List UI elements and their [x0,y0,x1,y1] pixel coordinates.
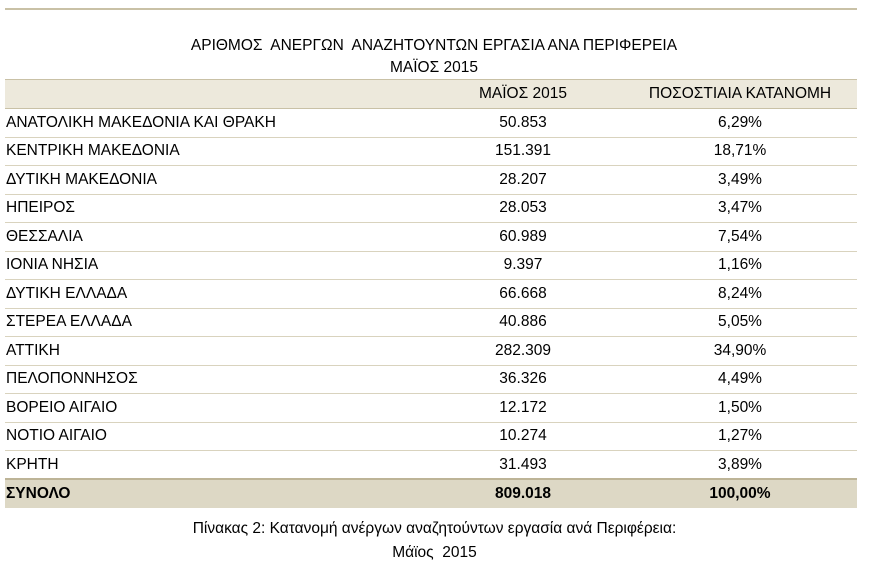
table-row: ΒΟΡΕΙΟ ΑΙΓΑΙΟ 12.172 1,50% [5,393,857,423]
percentage-value: 18,71% [623,137,857,166]
region-name: ΔΥΤΙΚΗ ΜΑΚΕΔΟΝΙΑ [5,165,423,195]
percentage-value: 1,27% [623,422,857,451]
may-2015-value: 12.172 [423,393,623,423]
may-2015-value: 66.668 [423,279,623,309]
percentage-value: 34,90% [623,336,857,366]
region-name: ΚΕΝΤΡΙΚΗ ΜΑΚΕΔΟΝΙΑ [5,137,423,166]
header-region [5,79,423,109]
table-row: ΚΕΝΤΡΙΚΗ ΜΑΚΕΔΟΝΙΑ 151.391 18,71% [5,137,857,166]
table-row: ΑΝΑΤΟΛΙΚΗ ΜΑΚΕΔΟΝΙΑ ΚΑΙ ΘΡΑΚΗ 50.853 6,29% [5,108,857,138]
region-name: ΝΟΤΙΟ ΑΙΓΑΙΟ [5,422,423,451]
may-2015-value: 28.207 [423,165,623,195]
percentage-value: 5,05% [623,308,857,337]
percentage-value: 7,54% [623,222,857,252]
region-name: ΙΟΝΙΑ ΝΗΣΙΑ [5,251,423,280]
percentage-value: 1,50% [623,393,857,423]
unemployment-table-block: ΑΡΙΘΜΟΣ ΑΝΕΡΓΩΝ ΑΝΑΖΗΤΟΥΝΤΩΝ ΕΡΓΑΣΙΑ ΑΝΑ… [5,8,857,508]
table-caption: Πίνακας 2: Κατανομή ανέργων αναζητούντων… [0,517,869,565]
region-name: ΗΠΕΙΡΟΣ [5,194,423,223]
table-row: ΚΡΗΤΗ 31.493 3,89% [5,450,857,480]
percentage-value: 3,47% [623,194,857,223]
region-name: ΠΕΛΟΠΟΝΝΗΣΟΣ [5,365,423,394]
region-name: ΚΡΗΤΗ [5,450,423,480]
region-name: ΑΝΑΤΟΛΙΚΗ ΜΑΚΕΔΟΝΙΑ ΚΑΙ ΘΡΑΚΗ [5,108,423,138]
table-row: ΔΥΤΙΚΗ ΕΛΛΑΔΑ 66.668 8,24% [5,279,857,309]
table-row: ΔΥΤΙΚΗ ΜΑΚΕΔΟΝΙΑ 28.207 3,49% [5,165,857,195]
unemployment-table: ΜΑΪΟΣ 2015 ΠΟΣΟΣΤΙΑΙΑ ΚΑΤΑΝΟΜΗ ΑΝΑΤΟΛΙΚΗ… [5,79,857,508]
total-label: ΣΥΝΟΛΟ [5,478,423,508]
region-name: ΔΥΤΙΚΗ ΕΛΛΑΔΑ [5,279,423,309]
table-row: ΗΠΕΙΡΟΣ 28.053 3,47% [5,194,857,223]
may-2015-value: 282.309 [423,336,623,366]
may-2015-value: 10.274 [423,422,623,451]
region-name: ΘΕΣΣΑΛΙΑ [5,222,423,252]
table-row: ΙΟΝΙΑ ΝΗΣΙΑ 9.397 1,16% [5,251,857,280]
percentage-value: 3,49% [623,165,857,195]
region-name: ΣΤΕΡΕΑ ΕΛΛΑΔΑ [5,308,423,337]
caption-line1: Πίνακας 2: Κατανομή ανέργων αναζητούντων… [192,520,677,537]
table-title-line2: ΜΑΪΟΣ 2015 [390,59,478,76]
header-percentage: ΠΟΣΟΣΤΙΑΙΑ ΚΑΤΑΝΟΜΗ [623,79,857,109]
table-row: ΣΤΕΡΕΑ ΕΛΛΑΔΑ 40.886 5,05% [5,308,857,337]
percentage-value: 8,24% [623,279,857,309]
may-2015-value: 151.391 [423,137,623,166]
total-percentage: 100,00% [623,478,857,508]
total-may-value: 809.018 [423,478,623,508]
may-2015-value: 31.493 [423,450,623,480]
region-name: ΒΟΡΕΙΟ ΑΙΓΑΙΟ [5,393,423,423]
table-row: ΘΕΣΣΑΛΙΑ 60.989 7,54% [5,222,857,252]
table-body: ΑΝΑΤΟΛΙΚΗ ΜΑΚΕΔΟΝΙΑ ΚΑΙ ΘΡΑΚΗ 50.853 6,29%… [5,108,857,480]
may-2015-value: 50.853 [423,108,623,138]
percentage-value: 3,89% [623,450,857,480]
percentage-value: 6,29% [623,108,857,138]
caption-line2: Μάϊος 2015 [392,544,477,561]
table-title-line1: ΑΡΙΘΜΟΣ ΑΝΕΡΓΩΝ ΑΝΑΖΗΤΟΥΝΤΩΝ ΕΡΓΑΣΙΑ ΑΝΑ… [190,37,678,54]
top-rule [5,8,857,10]
percentage-value: 4,49% [623,365,857,394]
region-name: ΑΤΤΙΚΗ [5,336,423,366]
may-2015-value: 28.053 [423,194,623,223]
may-2015-value: 40.886 [423,308,623,337]
table-row: ΠΕΛΟΠΟΝΝΗΣΟΣ 36.326 4,49% [5,365,857,394]
table-header-row: ΜΑΪΟΣ 2015 ΠΟΣΟΣΤΙΑΙΑ ΚΑΤΑΝΟΜΗ [5,79,857,109]
table-row: ΝΟΤΙΟ ΑΙΓΑΙΟ 10.274 1,27% [5,422,857,451]
table-title: ΑΡΙΘΜΟΣ ΑΝΕΡΓΩΝ ΑΝΑΖΗΤΟΥΝΤΩΝ ΕΡΓΑΣΙΑ ΑΝΑ… [5,10,857,79]
table-row: ΑΤΤΙΚΗ 282.309 34,90% [5,336,857,366]
may-2015-value: 9.397 [423,251,623,280]
total-row: ΣΥΝΟΛΟ 809.018 100,00% [5,478,857,508]
may-2015-value: 60.989 [423,222,623,252]
may-2015-value: 36.326 [423,365,623,394]
percentage-value: 1,16% [623,251,857,280]
header-may-2015: ΜΑΪΟΣ 2015 [423,79,623,109]
